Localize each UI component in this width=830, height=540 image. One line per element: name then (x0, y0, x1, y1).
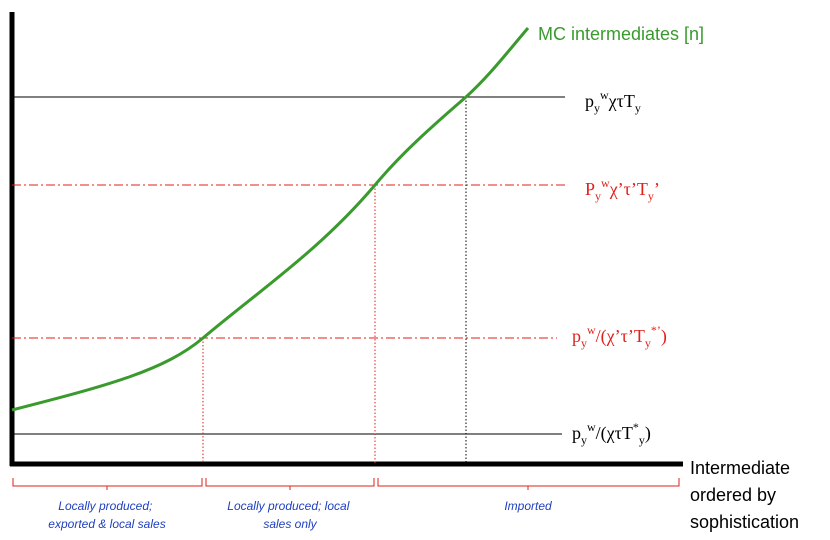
x-axis-label: Intermediate ordered by sophistication (690, 458, 799, 532)
region-bracket-2 (205, 478, 375, 490)
mc-curve (11, 27, 530, 412)
threshold-label-2: Pywχ’τ’Ty’ (585, 176, 660, 203)
region-bracket-1 (12, 478, 203, 490)
region-label-3: Imported (504, 499, 552, 513)
region-label-2: Locally produced; local sales only (227, 499, 352, 531)
region-label-1: Locally produced; exported & local sales (48, 499, 165, 531)
threshold-label-4: pyw/(χτT*y) (572, 420, 651, 447)
threshold-label-3: pyw/(χ’τ’Ty*’) (572, 323, 667, 350)
curve-label: MC intermediates [n] (538, 24, 704, 44)
threshold-label-1: pywχτTy (585, 88, 641, 115)
region-bracket-3 (377, 478, 680, 490)
